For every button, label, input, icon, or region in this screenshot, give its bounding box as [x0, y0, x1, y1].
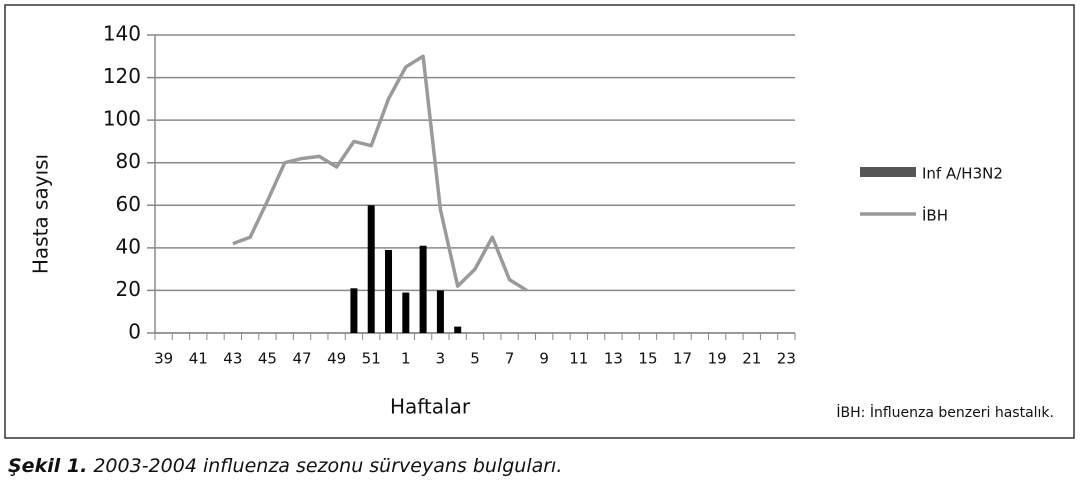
y-tick-label: 60 — [116, 192, 141, 216]
x-tick-label: 41 — [189, 350, 208, 368]
legend-label: İBH — [922, 206, 948, 225]
legend-label: Inf A/H3N2 — [922, 165, 1003, 183]
x-tick-label: 19 — [708, 350, 727, 368]
x-tick-label: 45 — [258, 350, 277, 368]
bar — [350, 288, 358, 333]
x-tick-label: 9 — [539, 350, 549, 368]
bar — [454, 326, 462, 333]
legend-swatch — [860, 167, 916, 177]
x-tick-label: 39 — [154, 350, 173, 368]
caption: Şekil 1. 2003-2004 influenza sezonu sürv… — [8, 455, 562, 477]
y-tick-label: 140 — [103, 22, 141, 46]
x-tick-label: 17 — [673, 350, 692, 368]
y-tick-label: 0 — [128, 320, 141, 344]
annotation: İBH: İnfluenza benzeri hastalık. — [836, 403, 1054, 421]
line — [232, 54, 528, 292]
x-tick-label: 13 — [604, 350, 623, 368]
caption-text: 2003-2004 influenza sezonu sürveyans bul… — [93, 455, 562, 477]
frame — [4, 4, 1075, 439]
bar — [419, 245, 427, 333]
x-tick-label: 47 — [292, 350, 311, 368]
y-tick-label: 80 — [116, 149, 141, 173]
x-tick-label: 1 — [401, 350, 411, 368]
caption-label: Şekil 1. — [8, 455, 87, 477]
x-tick-label: 5 — [470, 350, 480, 368]
x-tick-label: 43 — [223, 350, 242, 368]
x-tick-label: 15 — [638, 350, 657, 368]
x-tick-label: 11 — [569, 350, 588, 368]
x-tick-label: 3 — [436, 350, 446, 368]
x-tick-label: 51 — [362, 350, 381, 368]
bar — [385, 249, 393, 333]
y-tick-label: 40 — [116, 234, 141, 258]
x-tick-label: 7 — [505, 350, 515, 368]
y-tick-label: 120 — [103, 64, 141, 88]
y-tick-label: 20 — [116, 277, 141, 301]
x-tick-label: 23 — [777, 350, 796, 368]
bar — [402, 292, 410, 333]
y-tick-label: 100 — [103, 107, 141, 131]
bar — [367, 205, 375, 333]
x-axis-title: Haftalar — [390, 395, 471, 419]
bar — [436, 290, 444, 333]
x-tick-label: 49 — [327, 350, 346, 368]
y-axis-title: Hasta sayısı — [29, 154, 53, 274]
x-tick-label: 21 — [742, 350, 761, 368]
